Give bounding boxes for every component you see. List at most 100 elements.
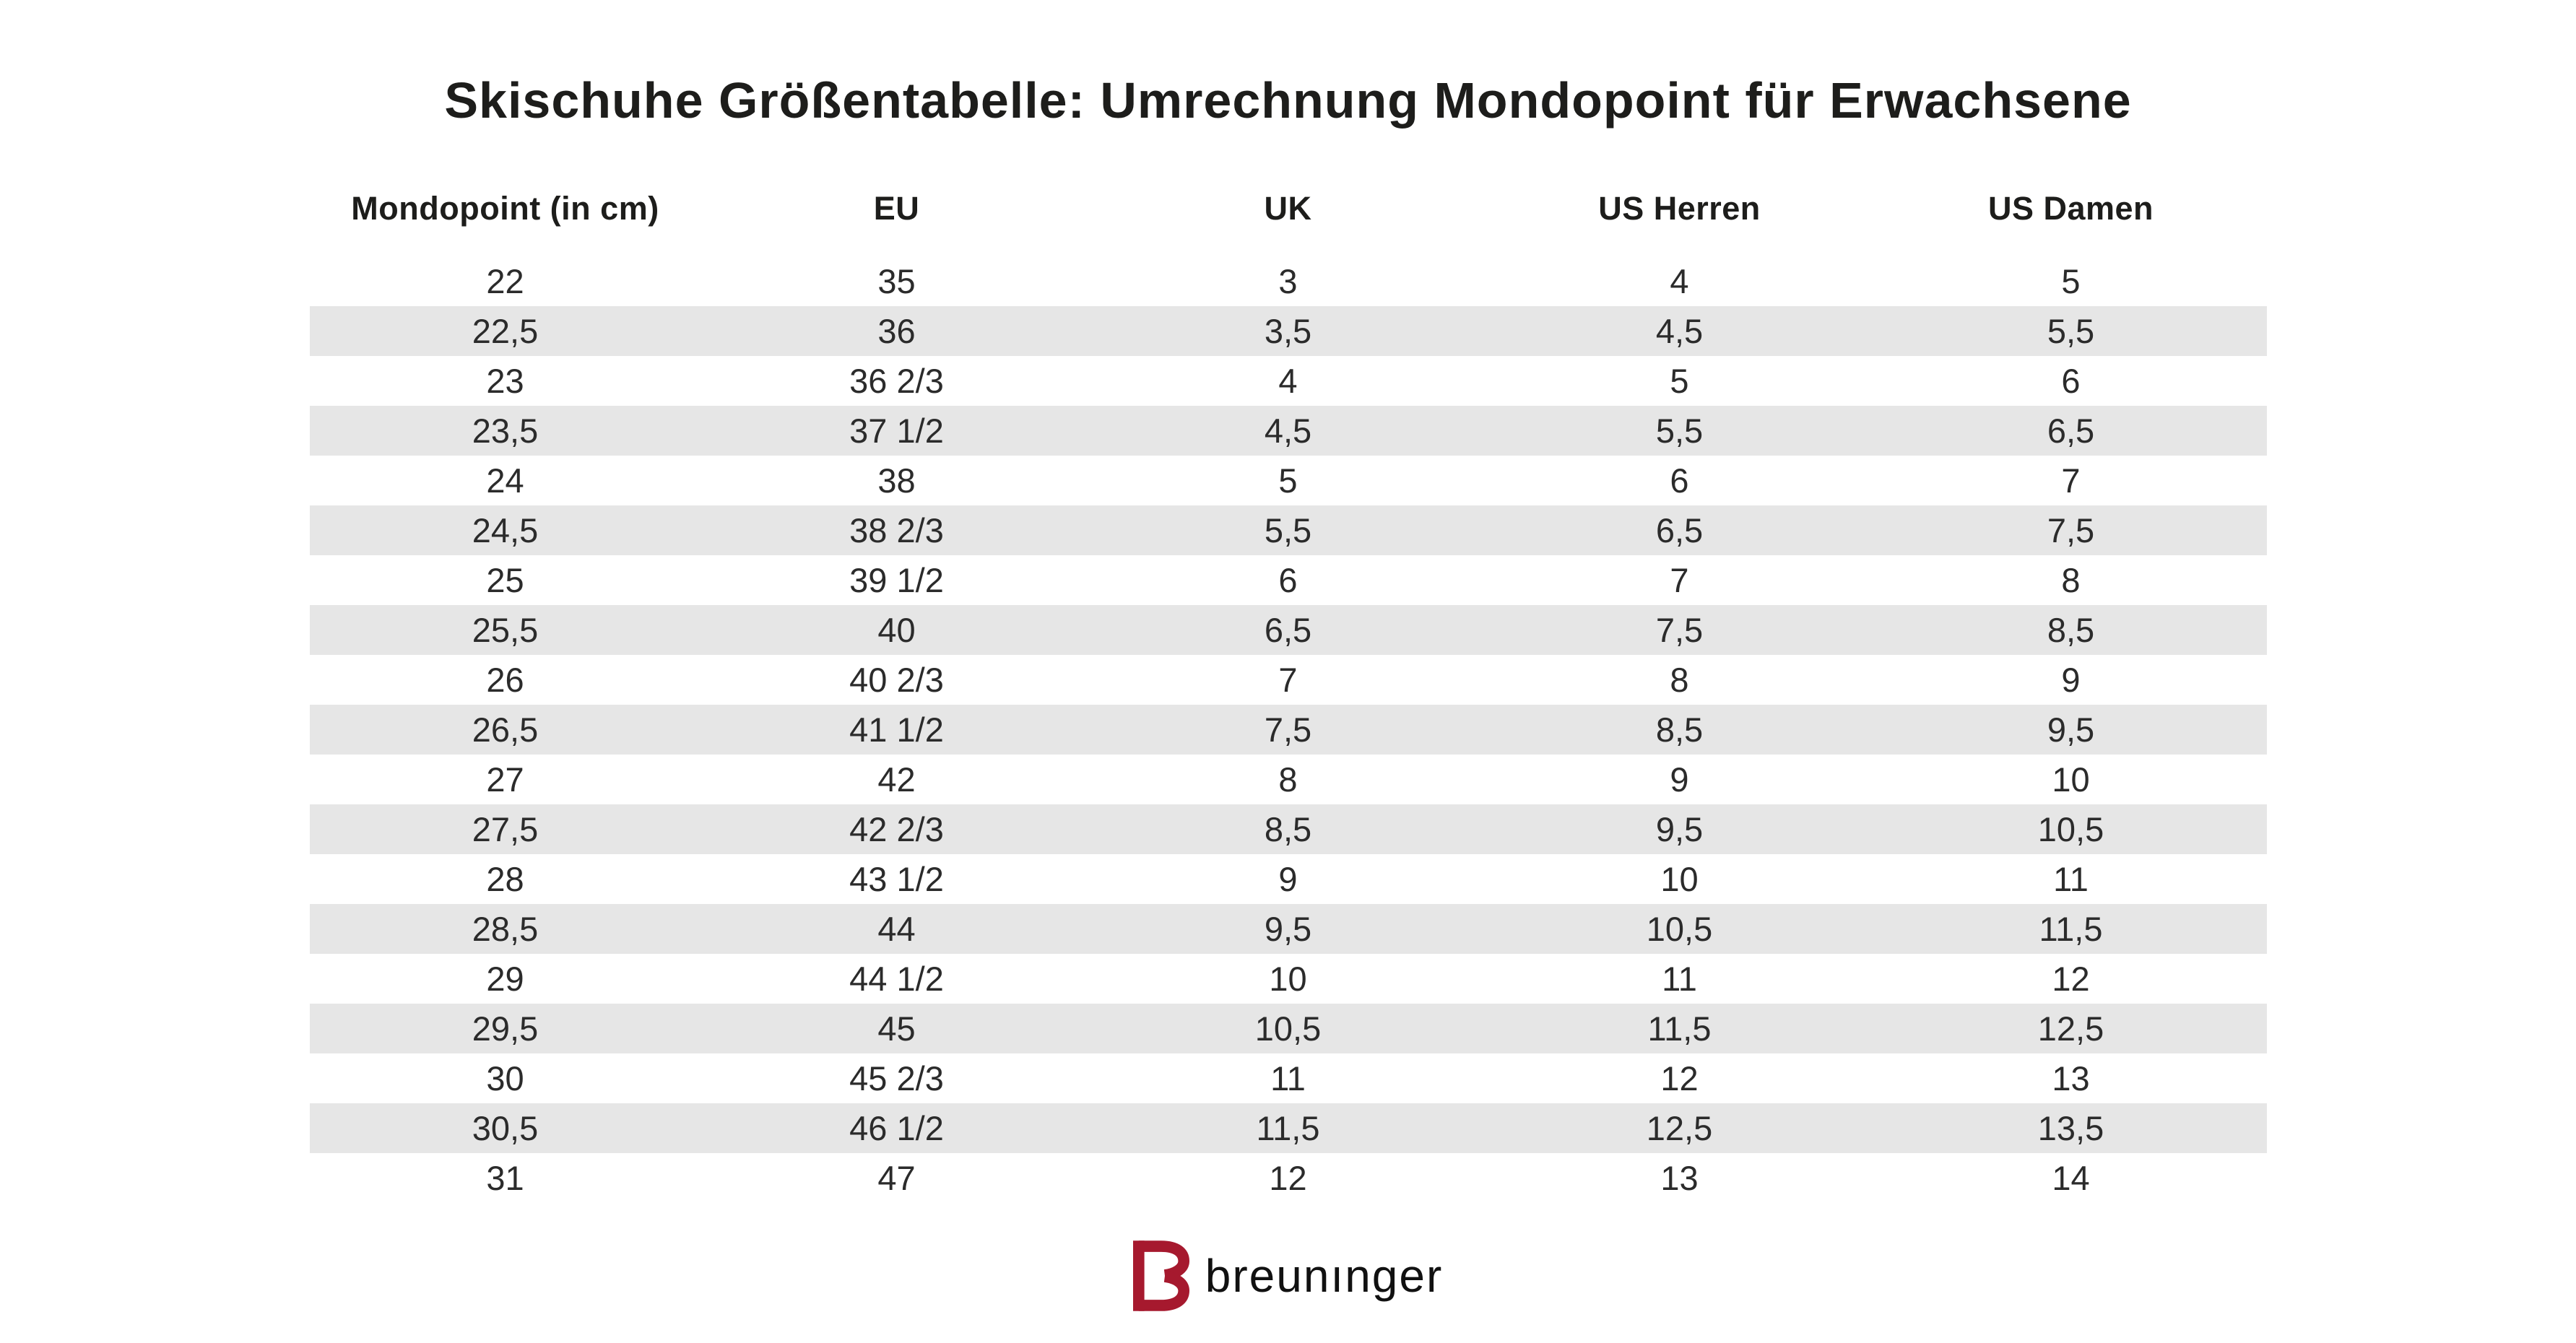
table-cell: 31: [486, 1158, 524, 1197]
table-cell: 12: [1660, 1059, 1699, 1098]
table-cell: 6: [2061, 361, 2081, 400]
table-cell: 8: [2061, 560, 2081, 599]
table-cell: 5: [2061, 261, 2081, 300]
table-cell: 12: [2052, 959, 2090, 998]
table-cell: 12,5: [1646, 1108, 1713, 1147]
page-title: Skischuhe Größentabelle: Umrechnung Mond…: [444, 71, 2132, 129]
table-cell: 6,5: [1264, 610, 1312, 649]
table-cell: 11: [1662, 959, 1697, 998]
table-row: 28,5 44 9,5 10,5 11,5: [309, 903, 2267, 954]
table-cell: 36 2/3: [849, 361, 944, 400]
table-cell: 29: [486, 959, 524, 998]
table-row: 29 44 1/2 10 11 12: [310, 954, 2267, 1004]
size-conversion-table: Mondopoint (in cm) EU UK US Herren US Damen …: [309, 183, 2267, 1203]
table-cell: 13,5: [2037, 1108, 2104, 1147]
table-cell: 10: [1660, 859, 1699, 898]
table-cell: 11,5: [1256, 1108, 1320, 1147]
table-cell: 28: [486, 859, 524, 898]
table-row: 30 45 2/3 11 12 13: [310, 1053, 2267, 1103]
table-row: 26,5 41 1/2 7,5 8,5 9,5: [309, 704, 2267, 755]
table-cell: 42 2/3: [849, 809, 944, 848]
table-cell: 30,5: [472, 1108, 539, 1147]
table-row: 22,5 36 3,5 4,5 5,5: [309, 305, 2267, 356]
table-cell: 11,5: [1647, 1009, 1712, 1048]
table-cell: 7: [1278, 660, 1298, 699]
table-row: 22 35 3 4 5: [310, 256, 2267, 306]
table-row: 25,5 40 6,5 7,5 8,5: [309, 604, 2267, 655]
column-header: EU: [873, 189, 920, 227]
table-cell: 45 2/3: [849, 1059, 944, 1098]
table-cell: 10,5: [2037, 809, 2104, 848]
table-row: 24,5 38 2/3 5,5 6,5 7,5: [309, 505, 2267, 555]
table-cell: 5,5: [1655, 411, 1704, 450]
table-row: 27 42 8 9 10: [310, 755, 2267, 804]
table-cell: 4,5: [1264, 411, 1312, 450]
brand-footer: breunınger: [0, 1240, 2576, 1311]
table-row: 23 36 2/3 4 5 6: [310, 356, 2267, 406]
table-cell: 36: [877, 311, 916, 350]
table-cell: 9,5: [1655, 809, 1704, 848]
table-cell: 45: [877, 1009, 916, 1048]
table-cell: 46 1/2: [849, 1108, 944, 1147]
table-cell: 5,5: [1264, 510, 1312, 549]
table-cell: 23,5: [472, 411, 539, 450]
table-cell: 11: [1270, 1059, 1306, 1098]
table-cell: 43 1/2: [849, 859, 944, 898]
table-cell: 8: [1670, 660, 1689, 699]
table-cell: 5: [1278, 461, 1298, 500]
table-cell: 24: [486, 461, 524, 500]
table-cell: 6: [1278, 560, 1298, 599]
table-cell: 27,5: [472, 809, 539, 848]
table-cell: 30: [486, 1059, 524, 1098]
table-cell: 7,5: [1264, 710, 1312, 749]
table-cell: 14: [2052, 1158, 2090, 1197]
table-cell: 4: [1278, 361, 1298, 400]
table-cell: 44 1/2: [849, 959, 944, 998]
table-cell: 22: [486, 261, 524, 300]
table-cell: 13: [2052, 1059, 2090, 1098]
table-cell: 5: [1670, 361, 1689, 400]
table-cell: 9: [2061, 660, 2081, 699]
table-cell: 11: [2053, 859, 2089, 898]
table-cell: 40: [877, 610, 916, 649]
table-cell: 3: [1278, 261, 1298, 300]
table-cell: 41 1/2: [849, 710, 944, 749]
table-cell: 13: [1660, 1158, 1699, 1197]
table-cell: 3,5: [1264, 311, 1312, 350]
table-cell: 4: [1670, 261, 1689, 300]
table-cell: 11,5: [2039, 909, 2103, 948]
table-row: 23,5 37 1/2 4,5 5,5 6,5: [309, 405, 2267, 456]
table-row: 26 40 2/3 7 8 9: [310, 655, 2267, 705]
table-cell: 38 2/3: [849, 510, 944, 549]
table-cell: 10,5: [1646, 909, 1713, 948]
table-cell: 7,5: [2047, 510, 2095, 549]
brand-wordmark: breunınger: [1205, 1249, 1444, 1302]
table-cell: 9,5: [1264, 909, 1312, 948]
table-cell: 6: [1670, 461, 1689, 500]
table-cell: 9: [1670, 760, 1689, 799]
table-cell: 6,5: [2047, 411, 2095, 450]
table-cell: 26,5: [472, 710, 539, 749]
table-row: 27,5 42 2/3 8,5 9,5 10,5: [309, 804, 2267, 854]
table-cell: 12: [1269, 1158, 1307, 1197]
table-cell: 23: [486, 361, 524, 400]
table-cell: 4,5: [1655, 311, 1704, 350]
column-header: US Damen: [1987, 189, 2154, 227]
table-row: 31 47 12 13 14: [310, 1153, 2267, 1203]
table-row: 28 43 1/2 9 10 11: [310, 854, 2267, 904]
table-cell: 7,5: [1655, 610, 1704, 649]
table-cell: 10: [2052, 760, 2090, 799]
table-cell: 8: [1278, 760, 1298, 799]
table-cell: 10,5: [1254, 1009, 1322, 1048]
table-cell: 44: [877, 909, 916, 948]
table-cell: 25,5: [472, 610, 539, 649]
table-cell: 25: [486, 560, 524, 599]
breuninger-b-logo-icon: [1132, 1240, 1189, 1311]
table-row: 25 39 1/2 6 7 8: [310, 555, 2267, 605]
table-row: 29,5 45 10,5 11,5 12,5: [309, 1003, 2267, 1053]
table-cell: 29,5: [472, 1009, 539, 1048]
table-cell: 5,5: [2047, 311, 2095, 350]
table-cell: 7: [2061, 461, 2081, 500]
table-cell: 26: [486, 660, 524, 699]
column-header: US Herren: [1598, 189, 1761, 227]
